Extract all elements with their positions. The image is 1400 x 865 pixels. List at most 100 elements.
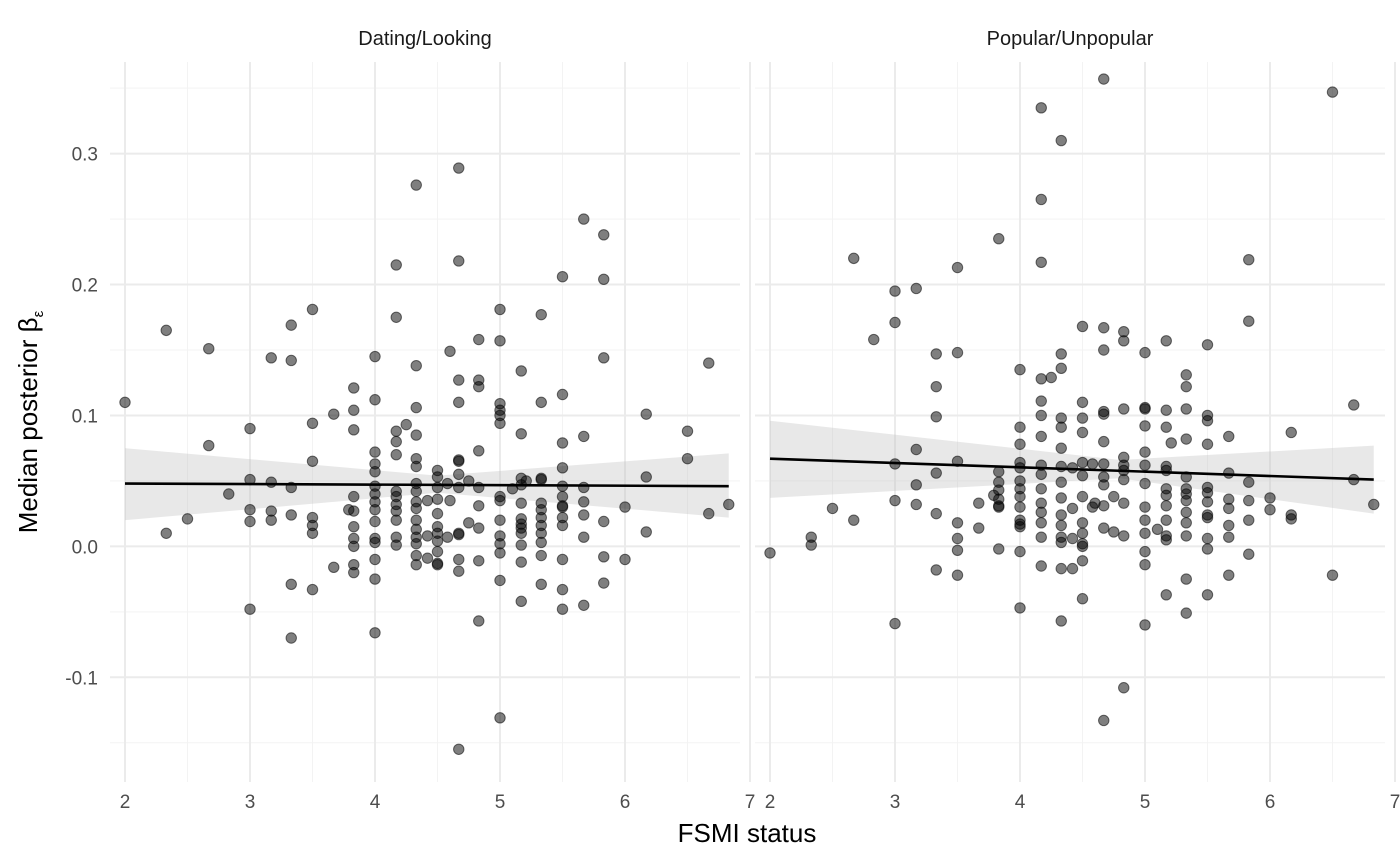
data-point — [556, 519, 569, 532]
data-point — [369, 627, 381, 639]
data-point — [453, 528, 465, 541]
data-point — [1160, 489, 1172, 502]
data-point — [421, 552, 434, 564]
data-point — [348, 505, 360, 517]
data-point — [1035, 483, 1047, 495]
data-point — [993, 543, 1005, 555]
data-point — [453, 743, 465, 755]
data-point — [930, 411, 942, 423]
data-point — [473, 555, 485, 567]
x-tick-label: 5 — [1140, 792, 1151, 813]
data-point — [993, 233, 1005, 245]
data-point — [1180, 530, 1192, 542]
data-point — [1014, 602, 1026, 614]
data-point — [494, 335, 506, 347]
x-tick-label: 6 — [620, 792, 631, 813]
data-point — [515, 428, 527, 440]
y-tick-label: 0.3 — [72, 145, 98, 166]
data-point — [494, 417, 506, 430]
data-point — [1098, 73, 1110, 85]
data-point — [889, 617, 901, 630]
y-axis-title-main: Median posterior β — [13, 317, 43, 533]
x-axis-title: FSMI status — [678, 818, 817, 848]
data-points — [119, 162, 735, 755]
data-point — [764, 547, 776, 559]
data-point — [578, 496, 590, 508]
data-point — [306, 417, 319, 430]
data-point — [1151, 523, 1164, 536]
data-point — [285, 354, 297, 367]
data-point — [306, 455, 319, 467]
data-point — [1014, 438, 1026, 450]
data-point — [431, 507, 444, 520]
data-point — [1160, 421, 1172, 433]
data-point — [640, 471, 652, 483]
data-point — [1139, 501, 1151, 513]
data-point — [535, 396, 547, 409]
data-point — [1243, 494, 1255, 507]
data-point — [1098, 522, 1110, 534]
data-point — [1139, 545, 1151, 558]
x-tick-label: 4 — [1015, 792, 1026, 813]
data-point — [930, 507, 942, 520]
data-point — [681, 452, 694, 465]
data-point — [1118, 335, 1130, 347]
data-point — [390, 514, 402, 526]
data-point — [1076, 396, 1089, 409]
x-tick-label: 7 — [745, 792, 756, 813]
data-point — [556, 583, 569, 596]
data-point — [1055, 362, 1067, 375]
data-point — [619, 553, 631, 566]
data-point — [453, 374, 465, 386]
data-point — [265, 352, 277, 364]
data-point — [1160, 534, 1172, 546]
data-point — [444, 345, 456, 358]
data-point — [1201, 339, 1214, 351]
data-point — [390, 435, 402, 448]
data-point — [1223, 531, 1235, 543]
data-point — [556, 603, 569, 615]
data-point — [1201, 532, 1214, 545]
data-point — [285, 578, 297, 591]
data-point — [1108, 526, 1120, 538]
x-axis-ticks: 2 3 4 5 6 7 — [120, 792, 756, 813]
data-point — [1348, 399, 1360, 411]
data-point — [1098, 458, 1110, 470]
data-point — [1098, 408, 1110, 420]
data-point — [703, 507, 715, 520]
y-tick-label: 0.0 — [72, 537, 98, 558]
data-point — [1139, 446, 1151, 458]
data-point — [1223, 519, 1235, 532]
data-point — [348, 490, 360, 503]
data-point — [410, 538, 422, 550]
data-point — [1180, 494, 1192, 507]
data-point — [473, 522, 485, 534]
data-point — [1076, 469, 1089, 482]
y-tick-label: 0.2 — [72, 276, 98, 297]
data-point — [494, 494, 506, 507]
data-point — [348, 404, 360, 416]
data-point — [1035, 430, 1047, 443]
data-point — [348, 424, 360, 436]
data-point — [1201, 496, 1214, 508]
data-point — [244, 515, 256, 528]
data-point — [1180, 607, 1192, 619]
data-point — [348, 382, 360, 394]
data-points — [764, 73, 1380, 727]
data-point — [848, 514, 860, 526]
data-point — [1098, 714, 1110, 727]
data-point — [390, 259, 402, 271]
data-point — [369, 504, 381, 516]
data-point — [1035, 506, 1047, 519]
data-point — [431, 545, 444, 558]
data-point — [1045, 371, 1057, 384]
y-tick-label: 0.1 — [72, 406, 98, 427]
data-point — [951, 544, 964, 556]
data-point — [1014, 421, 1026, 433]
data-point — [598, 551, 610, 563]
data-point — [1066, 502, 1079, 515]
panel-popular-unpopular: Popular/Unpopular 2 3 4 5 6 7 — [755, 28, 1400, 813]
data-point — [578, 531, 590, 543]
data-point — [1285, 426, 1297, 439]
data-point — [369, 446, 381, 458]
